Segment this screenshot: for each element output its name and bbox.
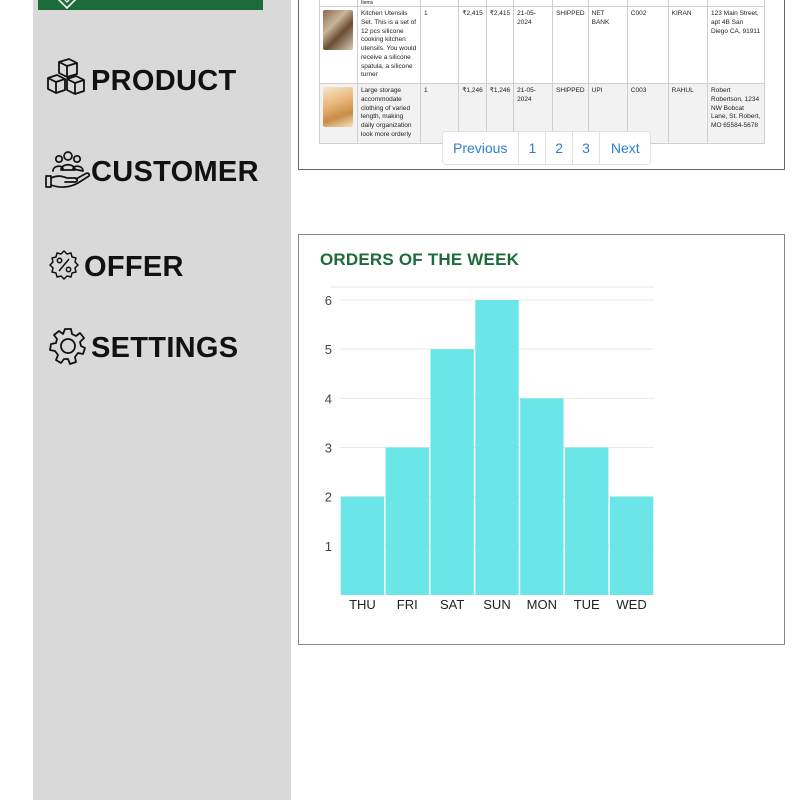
x-tick-label: MON	[527, 597, 557, 612]
previous-page-button[interactable]: Previous	[443, 132, 519, 164]
next-page-button[interactable]: Next	[598, 132, 650, 164]
percent-badge-icon	[46, 247, 82, 288]
sidebar-item-label: CUSTOMER	[91, 156, 259, 188]
sidebar-item-label: PRODUCT	[91, 65, 237, 97]
status-cell: SHIPPED	[552, 5, 589, 85]
orders-table: Items Kitchen Utensils Set. This is a se…	[319, 0, 765, 144]
customer-id-cell: C002	[626, 5, 669, 85]
price-cell: ₹2,415	[458, 5, 487, 85]
total-cell: ₹2,415	[485, 5, 515, 85]
logo-bar	[38, 0, 263, 10]
y-tick-label: 2	[325, 490, 332, 505]
y-tick-label: 4	[325, 391, 332, 406]
x-tick-label: FRI	[397, 597, 418, 612]
qty-cell: 1	[420, 5, 460, 85]
page-3-button[interactable]: 3	[572, 132, 599, 164]
bar-wed[interactable]	[609, 496, 654, 595]
sidebar	[33, 0, 291, 800]
page-2-button[interactable]: 2	[545, 132, 573, 164]
orders-bar-chart: 1 2 3 4 5 6 THU FRI SAT SUN MON TUE WED	[325, 286, 654, 612]
bar-thu[interactable]	[340, 496, 385, 595]
x-tick-label: SAT	[440, 597, 464, 612]
y-tick-label: 6	[325, 293, 332, 308]
address-cell: Robert Robertson, 1234 NW Bobcat Lane, S…	[707, 83, 765, 144]
customer-hand-icon	[45, 150, 91, 195]
y-tick-label: 3	[325, 441, 332, 456]
bar-fri[interactable]	[385, 447, 429, 596]
customer-name-cell: KIRAN	[667, 5, 709, 85]
product-thumbnail-cell	[319, 5, 358, 85]
chart-title: ORDERS OF THE WEEK	[320, 250, 520, 269]
bar-sun[interactable]	[475, 300, 519, 595]
payment-cell: NET BANK	[587, 5, 628, 85]
y-tick-label: 1	[325, 539, 332, 554]
logo-icon	[57, 0, 77, 10]
product-thumbnail-cell	[319, 83, 358, 144]
bar-sat[interactable]	[430, 349, 474, 595]
bar-tue[interactable]	[565, 447, 609, 596]
x-tick-label: SUN	[483, 597, 510, 612]
sidebar-item-settings[interactable]: SETTINGS	[49, 327, 238, 370]
orders-card: Items Kitchen Utensils Set. This is a se…	[298, 0, 785, 170]
sidebar-item-product[interactable]: PRODUCT	[45, 58, 237, 105]
x-tick-label: THU	[349, 597, 376, 612]
sidebar-item-label: OFFER	[84, 251, 184, 283]
pagination: Previous 1 2 3 Next	[442, 131, 651, 165]
x-tick-label: TUE	[574, 597, 600, 612]
description-cell: Large storage accommodate clothing of va…	[356, 83, 422, 144]
x-tick-label: WED	[616, 597, 646, 612]
address-cell: 123 Main Street, apt 4B San Diego CA, 91…	[707, 5, 765, 85]
customer-name-cell: RAHUL	[667, 83, 709, 144]
date-cell: 21-05-2024	[513, 5, 554, 85]
sidebar-item-offer[interactable]: OFFER	[46, 247, 184, 288]
description-cell: Kitchen Utensils Set. This is a set of 1…	[356, 5, 422, 85]
boxes-icon	[45, 58, 87, 105]
gear-icon	[49, 327, 87, 370]
product-image	[323, 10, 353, 50]
sidebar-item-label: SETTINGS	[91, 332, 239, 364]
product-image	[323, 87, 353, 128]
y-tick-label: 5	[325, 342, 332, 357]
table-row[interactable]: Kitchen Utensils Set. This is a set of 1…	[319, 5, 765, 85]
bar-mon[interactable]	[520, 398, 564, 595]
chart-card: ORDERS OF THE WEEK 1 2 3 4 5 6 THU FRI SAT SUN MON…	[298, 234, 785, 645]
sidebar-item-customer[interactable]: CUSTOMER	[45, 150, 259, 195]
page-1-button[interactable]: 1	[518, 132, 546, 164]
